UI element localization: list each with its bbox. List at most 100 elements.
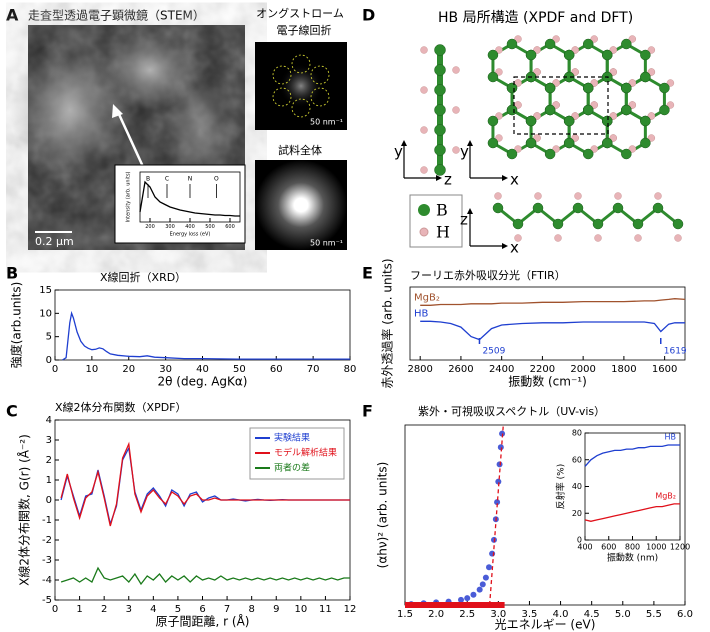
y-tick-label: 40 (572, 482, 582, 491)
x-tick-label: 2200 (530, 364, 555, 375)
data-point (496, 461, 503, 468)
atom-b (582, 82, 594, 94)
panel-label: C (6, 402, 18, 421)
x-tick-label: 70 (307, 364, 320, 375)
plot-frame (404, 424, 686, 606)
x-tick-label: 80 (344, 364, 357, 375)
x-tick-label: 300 (165, 224, 175, 230)
y-axis-label: 強度(arb.units) (9, 282, 24, 369)
x-tick-label: 0 (52, 604, 58, 615)
whole-image (255, 160, 347, 250)
atom-h (614, 192, 622, 200)
atom-b (434, 44, 446, 56)
atom-b (552, 218, 564, 230)
atom-h (554, 234, 562, 242)
x-tick-label: 4 (150, 604, 156, 615)
data-point (494, 499, 501, 506)
legend-label: モデル解析結果 (274, 447, 337, 459)
atom-h (609, 46, 618, 54)
x-axis-label: 振動数 (cm⁻¹) (508, 374, 587, 389)
atom-h (452, 106, 460, 114)
atom-b (602, 115, 613, 127)
x-tick-label: 2000 (570, 364, 595, 375)
atom-b (512, 218, 524, 230)
y-tick-label: 20 (572, 509, 582, 518)
atom-h (654, 192, 662, 200)
series-line (139, 180, 240, 217)
arrow-head (467, 140, 473, 146)
legend-label: 実験結果 (274, 432, 310, 444)
panel-title: 走査型透過電子顕微鏡（STEM） (28, 8, 205, 23)
scale-label: 0.2 μm (35, 235, 74, 248)
y-tick-label: 4 (46, 415, 52, 426)
x-tick-label: 600 (225, 224, 235, 230)
chart-title: 紫外・可視吸収スペクトル（UV-vis） (418, 404, 605, 418)
x-tick-label: 1 (76, 604, 82, 615)
x-axis-label: Energy loss (eV) (170, 232, 211, 238)
atom-h (514, 234, 522, 242)
atom-b (572, 202, 584, 214)
x-tick-label: 10 (294, 604, 307, 615)
atom-h (666, 79, 675, 87)
atom-b (563, 115, 575, 127)
x-tick-label: 800 (625, 543, 640, 552)
atom-h (628, 145, 637, 153)
atom-b (434, 164, 446, 176)
atom-h (494, 192, 502, 200)
series-line (60, 566, 350, 586)
series-line (488, 424, 504, 606)
plot-frame (409, 286, 686, 361)
y-tick-label: -4 (42, 575, 52, 586)
x-tick-label: 6 (199, 604, 205, 615)
arrow-head (502, 175, 508, 181)
x-tick-label: 2600 (448, 364, 473, 375)
structure-legend (409, 194, 463, 248)
axis-name: x (510, 171, 519, 189)
x-tick-label: 0 (52, 364, 58, 375)
x-tick-label: 5 (175, 604, 181, 615)
series-line (584, 503, 680, 522)
x-tick-label: 2.5 (459, 609, 475, 620)
x-tick-label: 2800 (407, 364, 432, 375)
x-tick-label: 2 (101, 604, 107, 615)
y-tick-label: 0 (46, 355, 52, 366)
chart-title: X線回折（XRD） (100, 270, 186, 284)
atom-b (525, 49, 537, 61)
series-label: HB (414, 308, 429, 319)
series-label: HB (664, 433, 676, 442)
x-tick-label: 6.0 (677, 609, 693, 620)
x-axis-label: 光エネルギー (eV) (495, 618, 596, 632)
annotation-label: 2509 (482, 347, 505, 357)
atom-b (640, 115, 651, 127)
atom-h (666, 101, 675, 109)
atom-b (582, 38, 594, 50)
atom-h (552, 101, 560, 109)
y-tick-label: -5 (42, 595, 52, 606)
series-line (60, 441, 350, 527)
atom-b (582, 104, 594, 116)
x-tick-label: 2.0 (428, 609, 444, 620)
atom-b (640, 49, 651, 61)
legend-atom-h (419, 227, 429, 237)
atom-h (571, 112, 579, 120)
x-tick-label: 5.0 (615, 609, 631, 620)
atom-h (420, 46, 428, 54)
data-point (464, 595, 471, 602)
scale-label: 50 nm⁻¹ (310, 239, 343, 248)
y-tick-label: -3 (42, 555, 52, 566)
atom-b (621, 38, 632, 50)
atom-b (492, 202, 504, 214)
atom-h (552, 79, 560, 87)
atom-b (434, 144, 446, 156)
atom-h (647, 112, 656, 120)
unit-cell (513, 76, 609, 135)
atom-b (659, 82, 670, 94)
atom-h (574, 192, 582, 200)
atom-b (506, 148, 518, 160)
atom-b (640, 137, 651, 149)
series-line (62, 310, 350, 361)
data-point (458, 596, 464, 603)
atom-h (590, 145, 598, 153)
x-tick-label: 40 (196, 364, 209, 375)
x-tick-label: 3.5 (521, 609, 537, 620)
